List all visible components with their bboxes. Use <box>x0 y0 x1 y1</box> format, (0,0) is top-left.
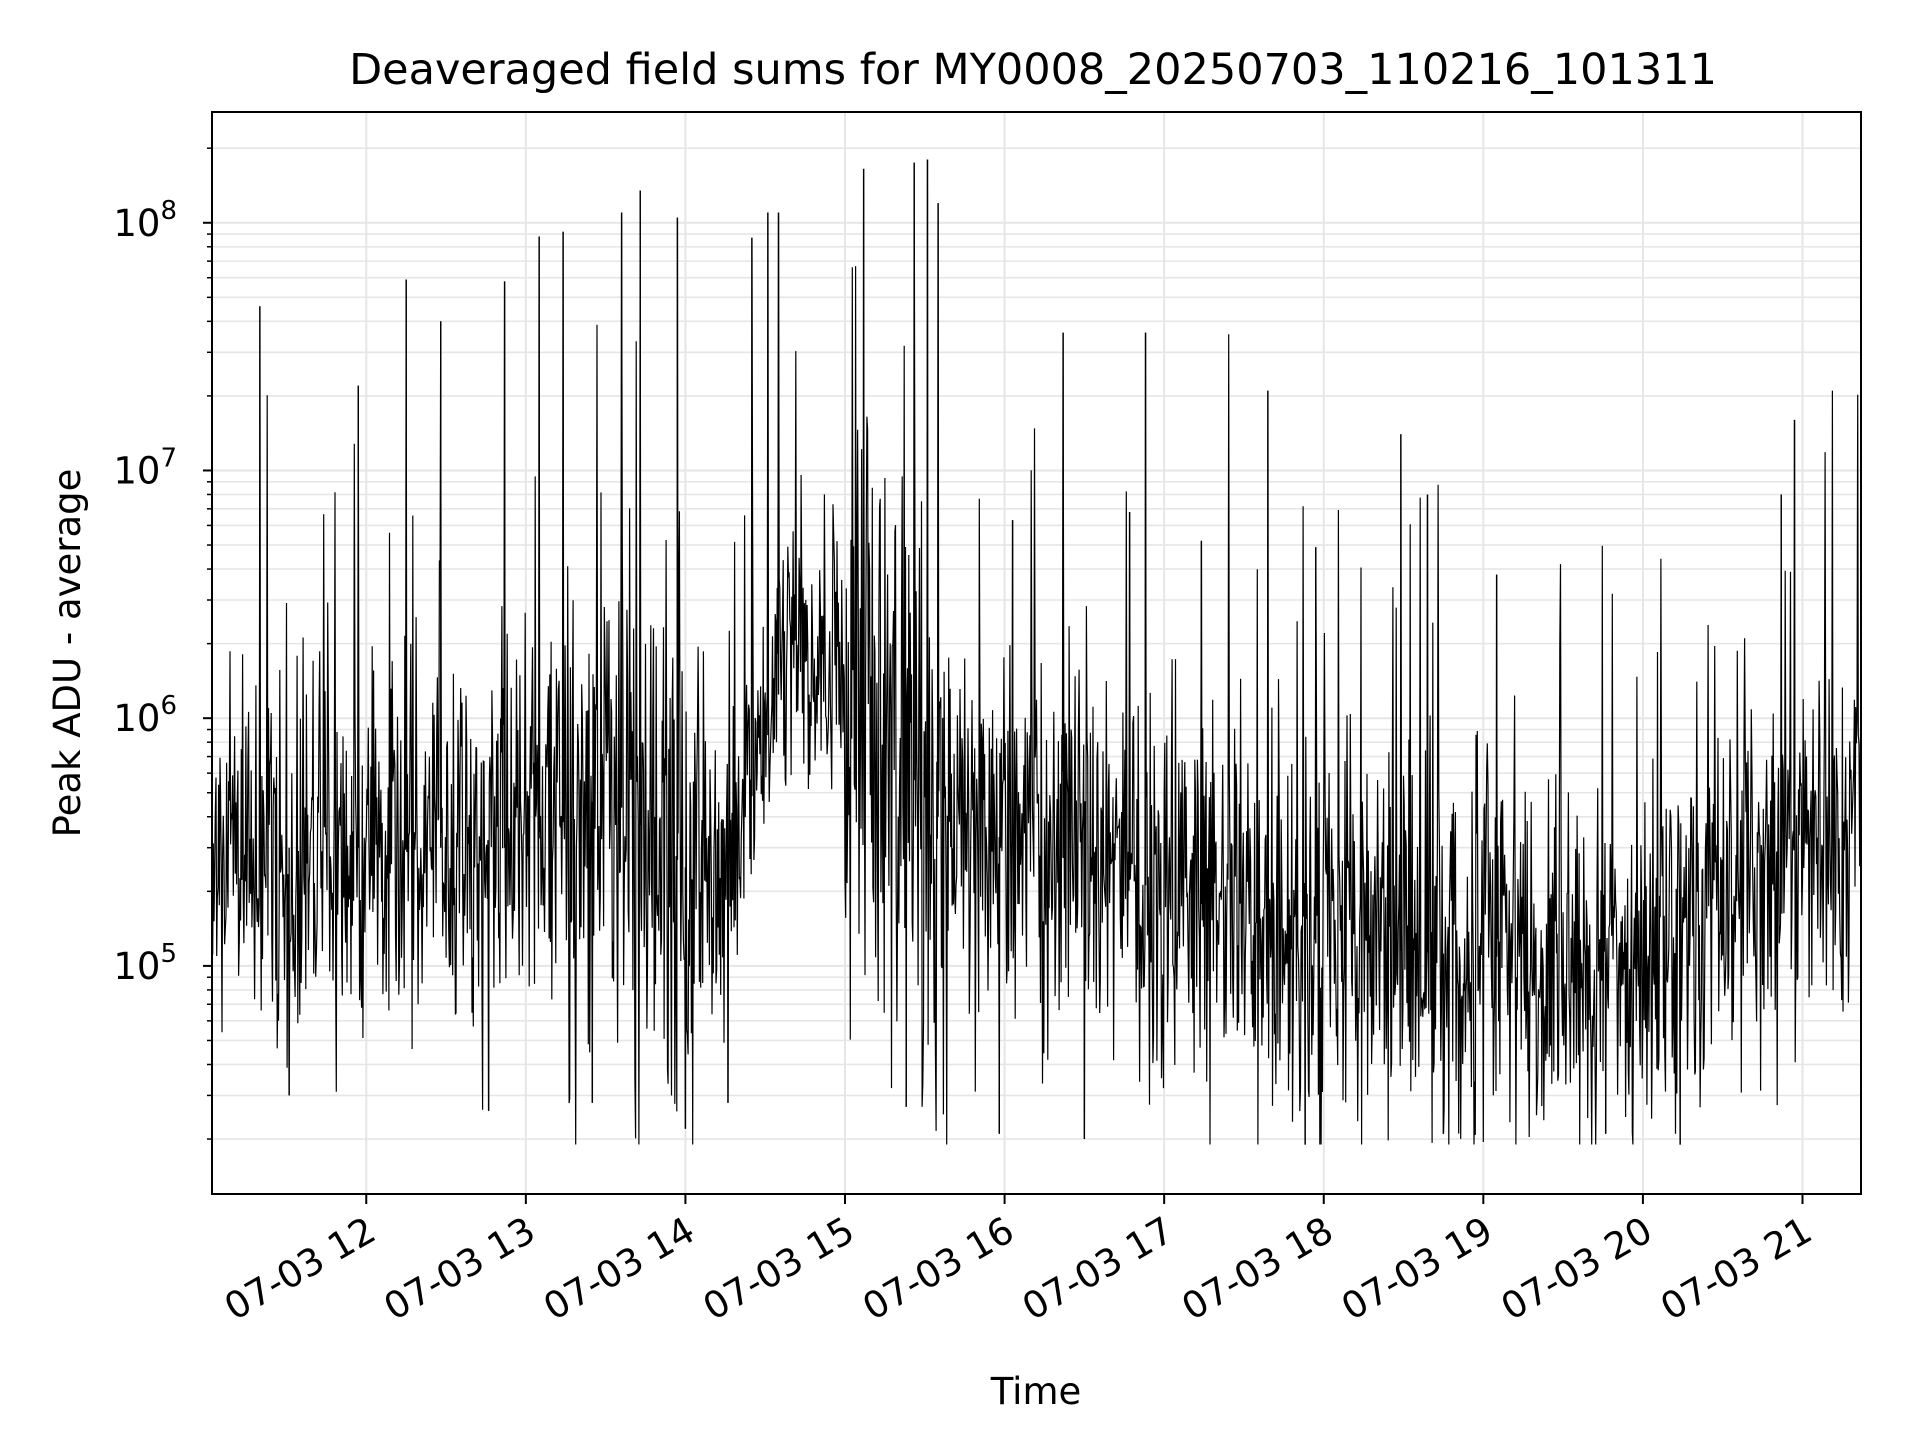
y-tick-label: 107 <box>113 443 177 492</box>
series-line <box>212 159 1861 1145</box>
y-tick-label: 106 <box>113 691 177 740</box>
x-axis-label: Time <box>990 1370 1082 1413</box>
series-line-group <box>212 159 1861 1145</box>
y-axis-label: Peak ADU - average <box>46 469 89 838</box>
y-axis: 105 106 107 108 <box>113 147 212 1140</box>
plot-frame <box>211 111 1862 1195</box>
y-tick-label: 105 <box>113 939 177 988</box>
y-tick-label: 108 <box>113 196 177 245</box>
grid <box>212 112 1861 1194</box>
chart-title: Deaveraged field sums for MY0008_2025070… <box>349 45 1717 95</box>
